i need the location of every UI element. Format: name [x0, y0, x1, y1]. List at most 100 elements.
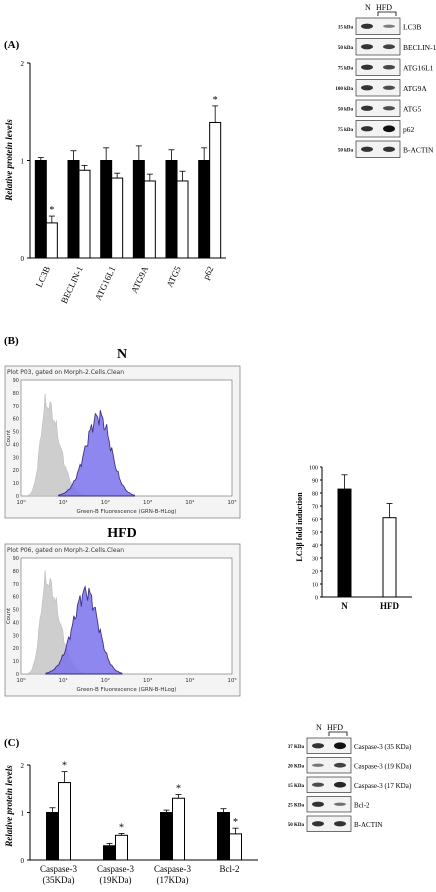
bar — [229, 833, 242, 861]
blot-protein-label: Bcl-2 — [354, 801, 370, 809]
bar — [176, 180, 189, 259]
histogram-x-tick: 10⁵ — [227, 499, 236, 506]
blot-kda-label: 75 kDa — [338, 66, 354, 71]
bar — [143, 180, 156, 259]
histogram-y-tick: 20 — [13, 646, 19, 652]
bar — [58, 782, 71, 861]
y-tick-label: 80 — [312, 492, 318, 498]
blot-group-n: N — [316, 723, 322, 732]
histogram-n: Plot P03, gated on Morph-2.Cells.Clean01… — [4, 365, 241, 519]
blot-band — [334, 802, 346, 806]
histogram-y-tick: 60 — [13, 595, 19, 601]
category-label: HFD — [380, 601, 399, 611]
histogram-y-tick: 80 — [13, 391, 19, 397]
histogram-y-tick: 0 — [16, 494, 19, 500]
panel-a-western-blot: N HFD 15 kDa LC3B 50 kDa BECLIN-1 75 kDa ATG16L… — [335, 3, 436, 158]
bar — [115, 834, 128, 861]
blot-band — [383, 85, 395, 90]
blot-band — [334, 742, 346, 750]
bar — [45, 222, 58, 259]
histogram-ylabel: Count — [6, 429, 12, 446]
histogram-xlabel: Green-B Fluorescence (GRN-B-HLog) — [77, 687, 177, 693]
histogram-x-tick: 10³ — [143, 499, 152, 506]
histogram-y-tick: 30 — [13, 455, 19, 461]
y-tick-label: 0 — [315, 596, 318, 602]
y-tick-label: 60 — [312, 518, 318, 524]
panel-c-bar-chart: 012Caspase-3(35KDa)Caspase-3(19KDa)Caspa… — [21, 761, 258, 885]
blot-kda-label: 50 kDa — [338, 148, 354, 153]
category-label: Caspase-3 — [40, 864, 77, 874]
blot-band — [383, 65, 395, 70]
histogram-y-tick: 80 — [13, 569, 19, 575]
histogram-x-tick: 10¹ — [59, 677, 68, 684]
histogram-x-tick: 10³ — [143, 677, 152, 684]
bar — [78, 169, 91, 259]
histogram-plot-title: Plot P06, gated on Morph-2.Cells.Clean — [7, 547, 124, 554]
histogram-ylabel: Count — [6, 607, 12, 624]
category-label: ATG16L1 — [93, 265, 117, 302]
histogram-hfd: Plot P06, gated on Morph-2.Cells.Clean01… — [4, 543, 241, 697]
histogram-y-tick: 40 — [13, 442, 19, 448]
bar — [217, 812, 230, 861]
histogram-y-tick: 10 — [13, 481, 19, 487]
blot-membrane — [355, 120, 401, 138]
blot-membrane — [355, 58, 401, 76]
category-label: (35KDa) — [43, 875, 75, 885]
blot-protein-label: B-ACTIN — [403, 145, 434, 154]
blot-kda-label: 25 KDa — [288, 803, 305, 808]
blot-bracket — [328, 731, 348, 736]
blot-kda-label: 50 kDa — [338, 46, 354, 51]
y-tick-label: 0 — [21, 255, 25, 263]
blot-membrane — [306, 776, 352, 793]
blot-band — [361, 23, 373, 29]
blot-membrane — [306, 815, 352, 832]
bar — [111, 177, 124, 259]
histogram-x-tick: 10⁰ — [16, 677, 26, 684]
bar — [67, 160, 80, 259]
blot-group-hfd: HFD — [327, 723, 343, 732]
blot-kda-label: 50 KDa — [288, 823, 305, 828]
bar — [337, 488, 352, 598]
histogram-y-tick: 90 — [13, 378, 19, 384]
panel-a-bar-chart: 0 1 2 LC3B BECLIN-1 ATG16L1 ATG9A ATG5 p62 * * — [21, 60, 226, 305]
panel-b-ylabel: LC3β fold induction — [295, 492, 304, 562]
significance-mark: * — [176, 783, 181, 794]
blot-band — [361, 105, 373, 111]
bar — [160, 812, 173, 861]
y-tick-label: 90 — [312, 479, 318, 485]
histogram-x-tick: 10⁰ — [16, 499, 26, 506]
blot-protein-label: B-ACTIN — [354, 821, 382, 829]
category-label: BECLIN-1 — [59, 265, 85, 305]
blot-kda-label: 15 kDa — [338, 25, 354, 30]
blot-band — [334, 781, 346, 788]
histogram-sample-peak — [45, 585, 123, 675]
significance-mark: * — [213, 95, 218, 106]
panel-c-label: (C) — [4, 737, 20, 749]
histogram-x-tick: 10² — [101, 499, 110, 506]
blot-membrane — [355, 79, 401, 97]
blot-band — [383, 106, 395, 111]
blot-band — [334, 821, 346, 827]
histogram-y-tick: 60 — [13, 417, 19, 423]
bar — [46, 812, 59, 861]
histogram-y-tick: 70 — [13, 582, 19, 588]
blot-bracket — [377, 11, 397, 16]
panel-c-ylabel: Relative protein levels — [4, 765, 14, 848]
blot-band — [383, 44, 395, 50]
category-label: Caspase-3 — [97, 864, 134, 874]
category-label: (17KDa) — [157, 875, 189, 885]
blot-membrane — [355, 99, 401, 117]
blot-membrane — [355, 17, 401, 35]
blot-kda-label: 100 kDa — [335, 87, 353, 92]
blot-membrane — [306, 796, 352, 813]
y-tick-label: 2 — [21, 762, 25, 770]
blot-group-hfd: HFD — [376, 3, 392, 12]
y-tick-label: 1 — [21, 158, 25, 166]
category-label: ATG9A — [129, 264, 150, 295]
blot-protein-label: ATG16L1 — [403, 63, 434, 72]
blot-membrane — [355, 38, 401, 56]
histogram-y-tick: 10 — [13, 659, 19, 665]
bar — [165, 160, 178, 259]
histogram-x-tick: 10² — [101, 677, 110, 684]
